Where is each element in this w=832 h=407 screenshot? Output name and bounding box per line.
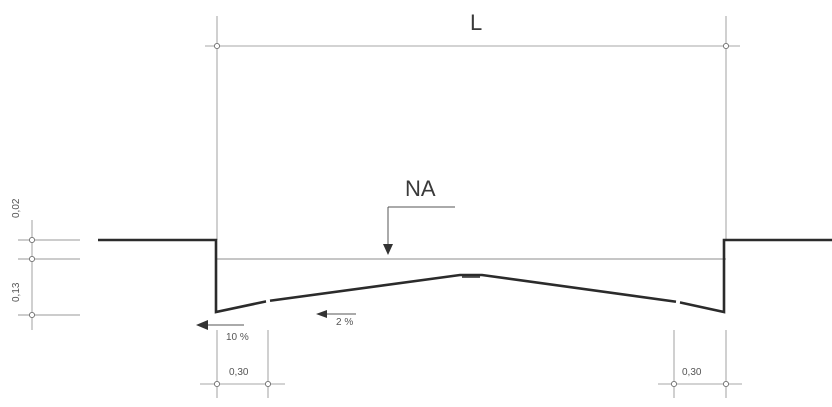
profile-break-right: [675, 299, 681, 305]
span-label: L: [470, 10, 482, 35]
right-width-label: 0,30: [682, 367, 702, 378]
span-left-node: [213, 42, 221, 50]
left-width-node-a: [213, 380, 221, 388]
slope-edge-arrow-icon: [196, 320, 208, 330]
channel-profile: [98, 238, 832, 314]
left-width-node-b: [264, 380, 272, 388]
span-dimension: L: [205, 10, 740, 240]
left-width-dimension: 0,30: [200, 330, 285, 398]
down-arrow-icon: [383, 244, 393, 255]
profile-break-left: [265, 299, 271, 304]
water-level-marker: NA: [383, 176, 455, 255]
height-node-middle: [28, 255, 36, 263]
slope-edge-label: 10 %: [226, 332, 249, 343]
slope-center-label: 2 %: [336, 317, 353, 328]
slope-center-arrow-icon: [316, 310, 327, 318]
right-width-dimension: 0,30: [658, 330, 742, 398]
height-bottom-label: 0,13: [11, 282, 22, 302]
right-width-node-a: [670, 380, 678, 388]
height-dimension: 0,02 0,13: [11, 198, 80, 330]
height-node-top: [28, 236, 36, 244]
slope-center-annotation: 2 %: [316, 310, 356, 328]
slope-edge-annotation: 10 %: [196, 320, 249, 343]
water-level-label: NA: [405, 176, 436, 201]
right-width-node-b: [722, 380, 730, 388]
left-width-label: 0,30: [229, 367, 249, 378]
span-right-node: [722, 42, 730, 50]
height-top-label: 0,02: [11, 198, 22, 218]
height-node-bottom: [28, 311, 36, 319]
